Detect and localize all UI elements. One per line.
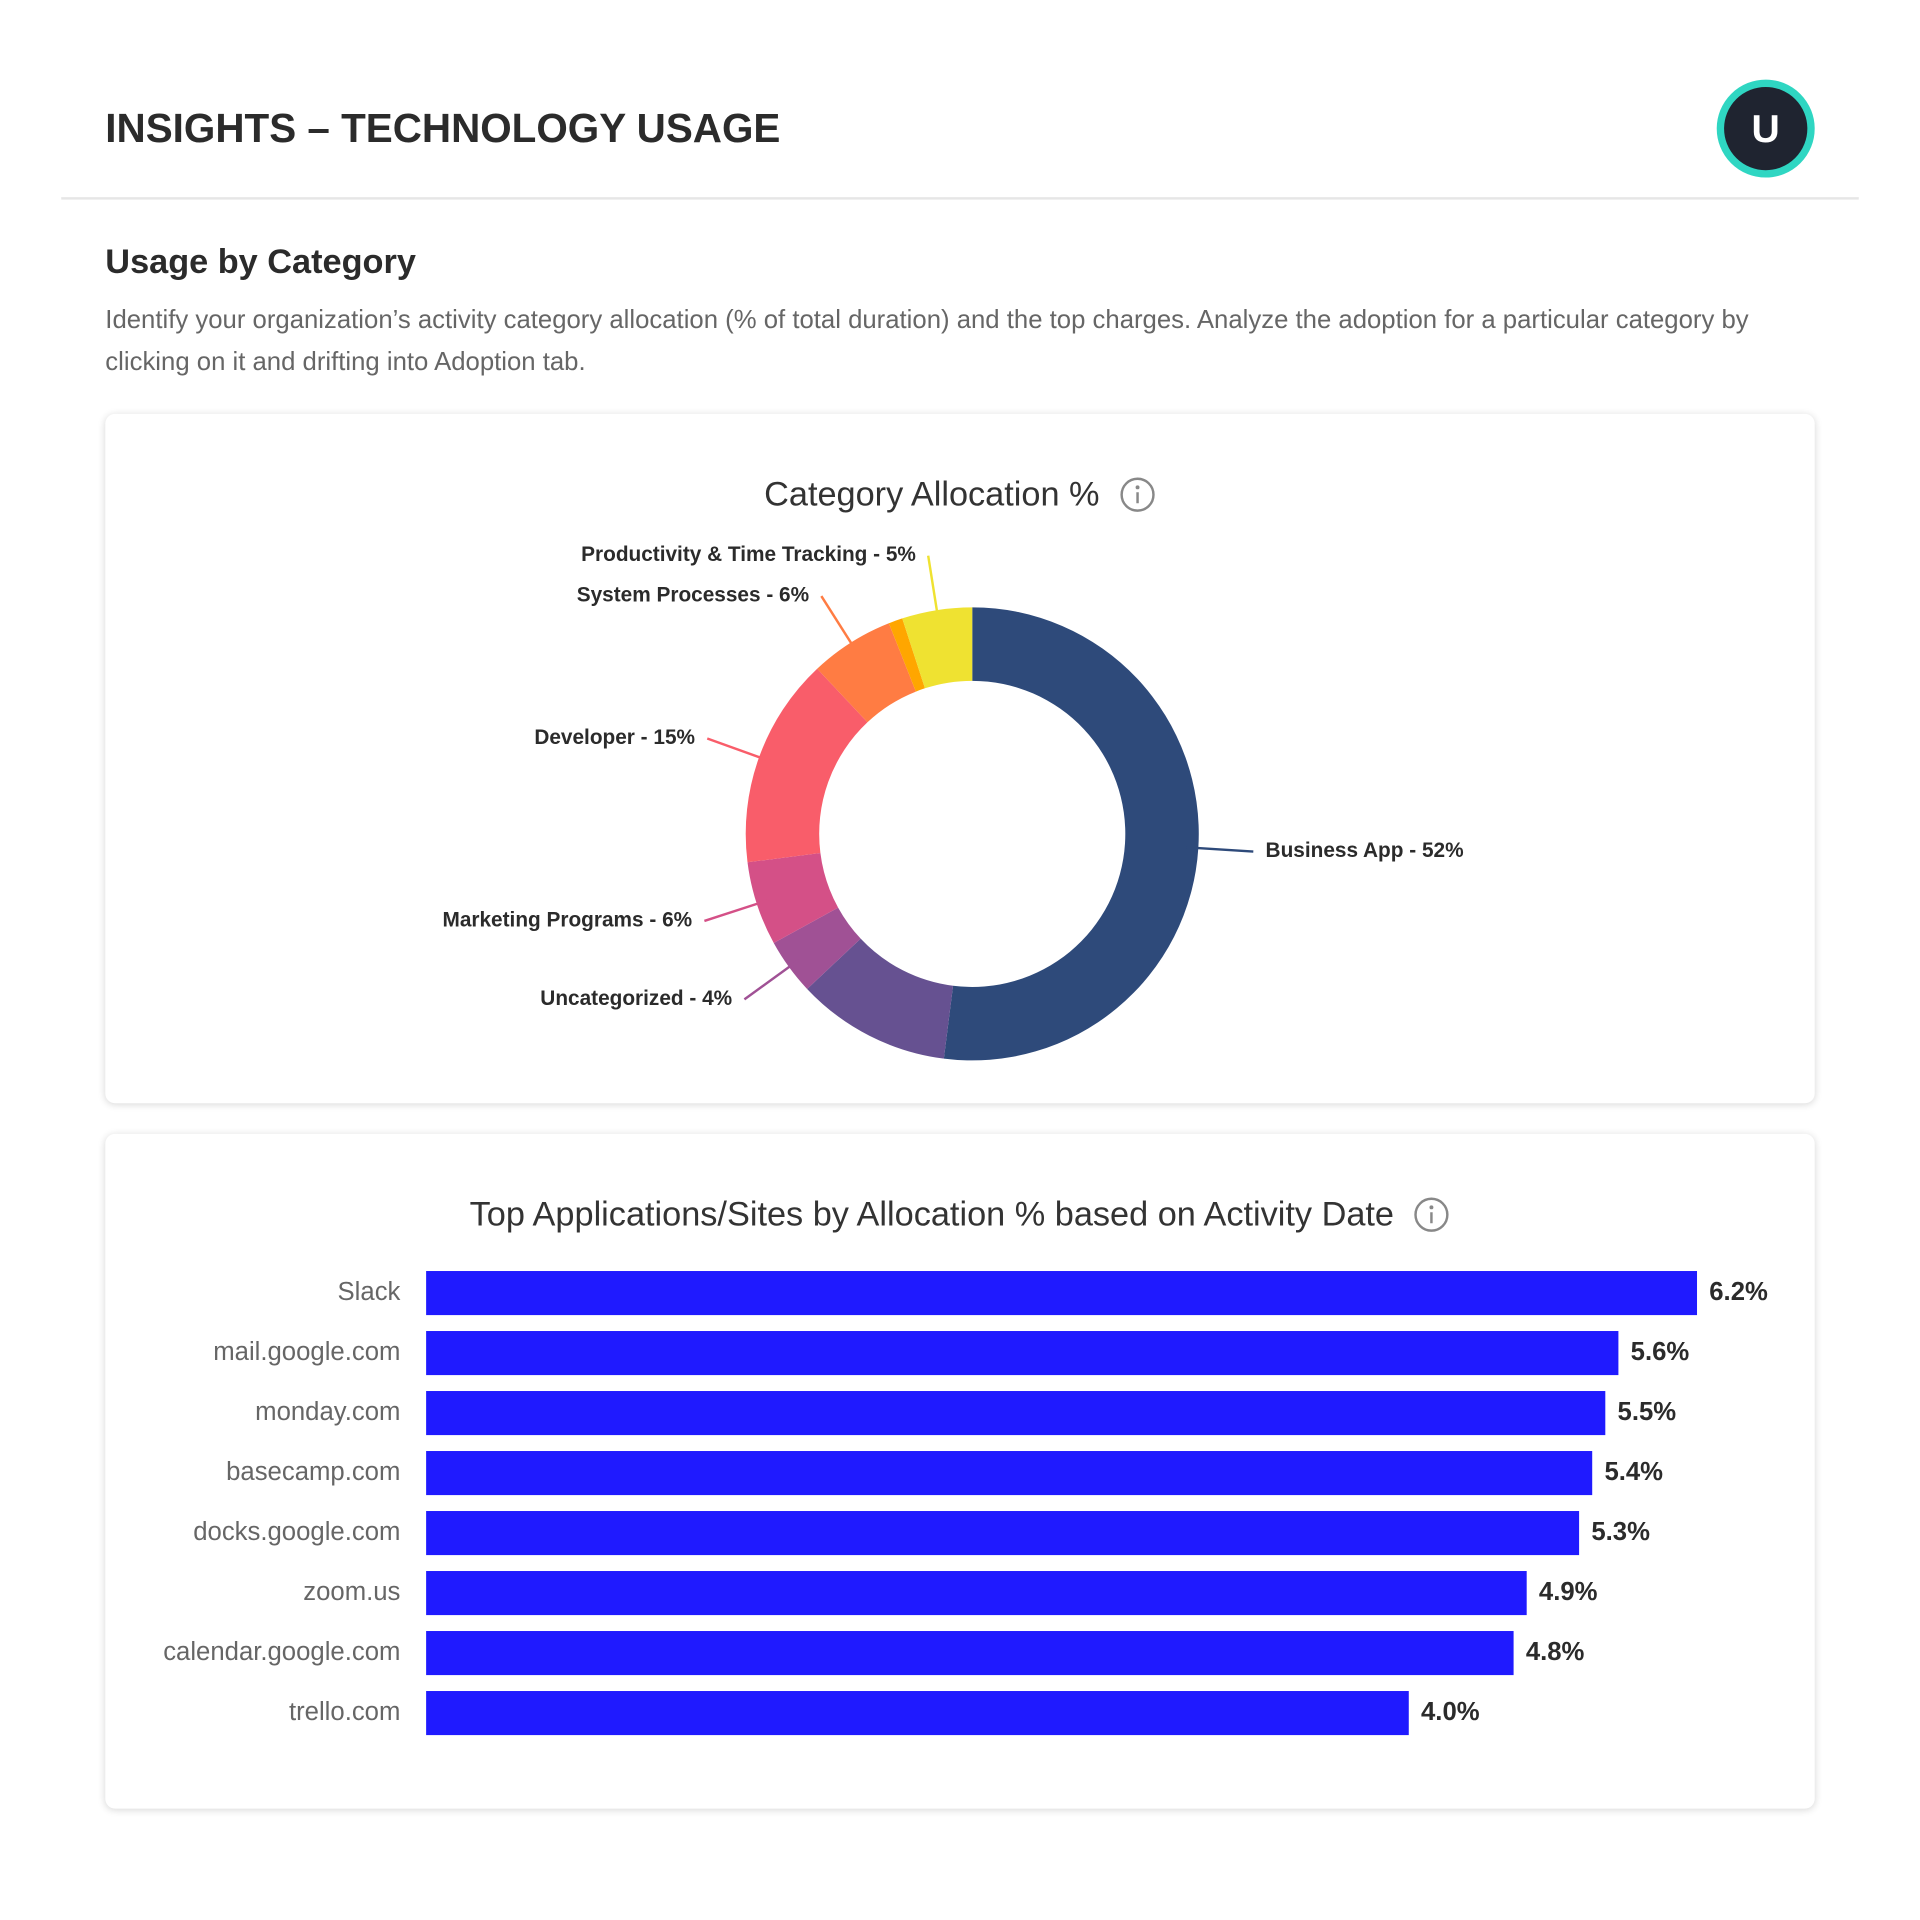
bar [426,1451,1593,1496]
value-label: 4.8% [1526,1638,1585,1666]
y-tick-label: zoom.us [303,1578,400,1606]
chart-title: Category Allocation % [764,475,1100,514]
value-label: 6.2% [1709,1278,1768,1306]
value-label: 5.6% [1631,1338,1690,1366]
chart-title-row: Top Applications/Sites by Allocation % b… [105,1195,1814,1234]
section-title: Usage by Category [105,242,416,281]
leader-line [926,555,940,623]
value-label: 4.9% [1539,1578,1598,1606]
pie-slice [943,607,1199,1061]
leader-line [706,737,772,763]
value-label: 5.5% [1618,1398,1677,1426]
page-title: INSIGHTS – TECHNOLOGY USAGE [105,105,781,151]
info-icon[interactable] [1119,476,1156,513]
pie-slice [888,618,925,692]
bar [426,1331,1619,1376]
leader-line [1186,846,1254,853]
bar [426,1391,1606,1436]
slice-label: System Processes - 6% [577,584,809,607]
leader-line [704,898,769,923]
value-label: 5.3% [1591,1518,1650,1546]
info-icon[interactable] [1414,1196,1451,1233]
bar [426,1511,1580,1556]
y-tick-label: Slack [338,1278,401,1306]
slice-label: Developer - 15% [534,726,695,749]
pie-slice [773,907,861,989]
slice-label: Productivity & Time Tracking - 5% [581,543,916,566]
leader-line [820,595,859,654]
slice-label: Uncategorized - 4% [540,987,732,1010]
pie-slice [807,938,954,1059]
leader-line [743,958,800,1001]
pie-slice [745,668,868,863]
section-description: Identify your organization’s activity ca… [105,306,1749,376]
chart-title-row: Category Allocation % [105,475,1814,514]
value-label: 4.0% [1421,1698,1480,1726]
pie-chart: Business App - 52% Uncategorized - 4% Mark… [443,543,1464,1061]
pie-slice [902,607,973,689]
chart-title: Top Applications/Sites by Allocation % b… [469,1195,1395,1234]
bar [426,1691,1409,1736]
bar [426,1571,1527,1616]
y-tick-label: docks.google.com [193,1518,400,1546]
bar [426,1631,1514,1676]
user-avatar[interactable]: U [1716,79,1815,178]
y-tick-label: monday.com [255,1398,400,1426]
y-tick-label: calendar.google.com [163,1638,400,1666]
slice-label: Business App - 52% [1266,839,1464,862]
y-tick-label: trello.com [289,1698,400,1726]
bar-chart: Slack 6.2% mail.google.com 5.6% monday.com 5.… [163,1271,1768,1736]
y-tick-label: mail.google.com [213,1338,400,1366]
bar [426,1271,1698,1316]
divider [61,197,1859,200]
pie-slice [747,853,839,944]
y-tick-label: basecamp.com [226,1458,400,1486]
pie-card: Category Allocation % Business App - 52%… [105,413,1815,1104]
pie-slice [817,623,916,723]
value-label: 5.4% [1604,1458,1663,1486]
slice-label: Marketing Programs - 6% [443,908,693,931]
bar-card: Top Applications/Sites by Allocation % b… [105,1133,1815,1809]
